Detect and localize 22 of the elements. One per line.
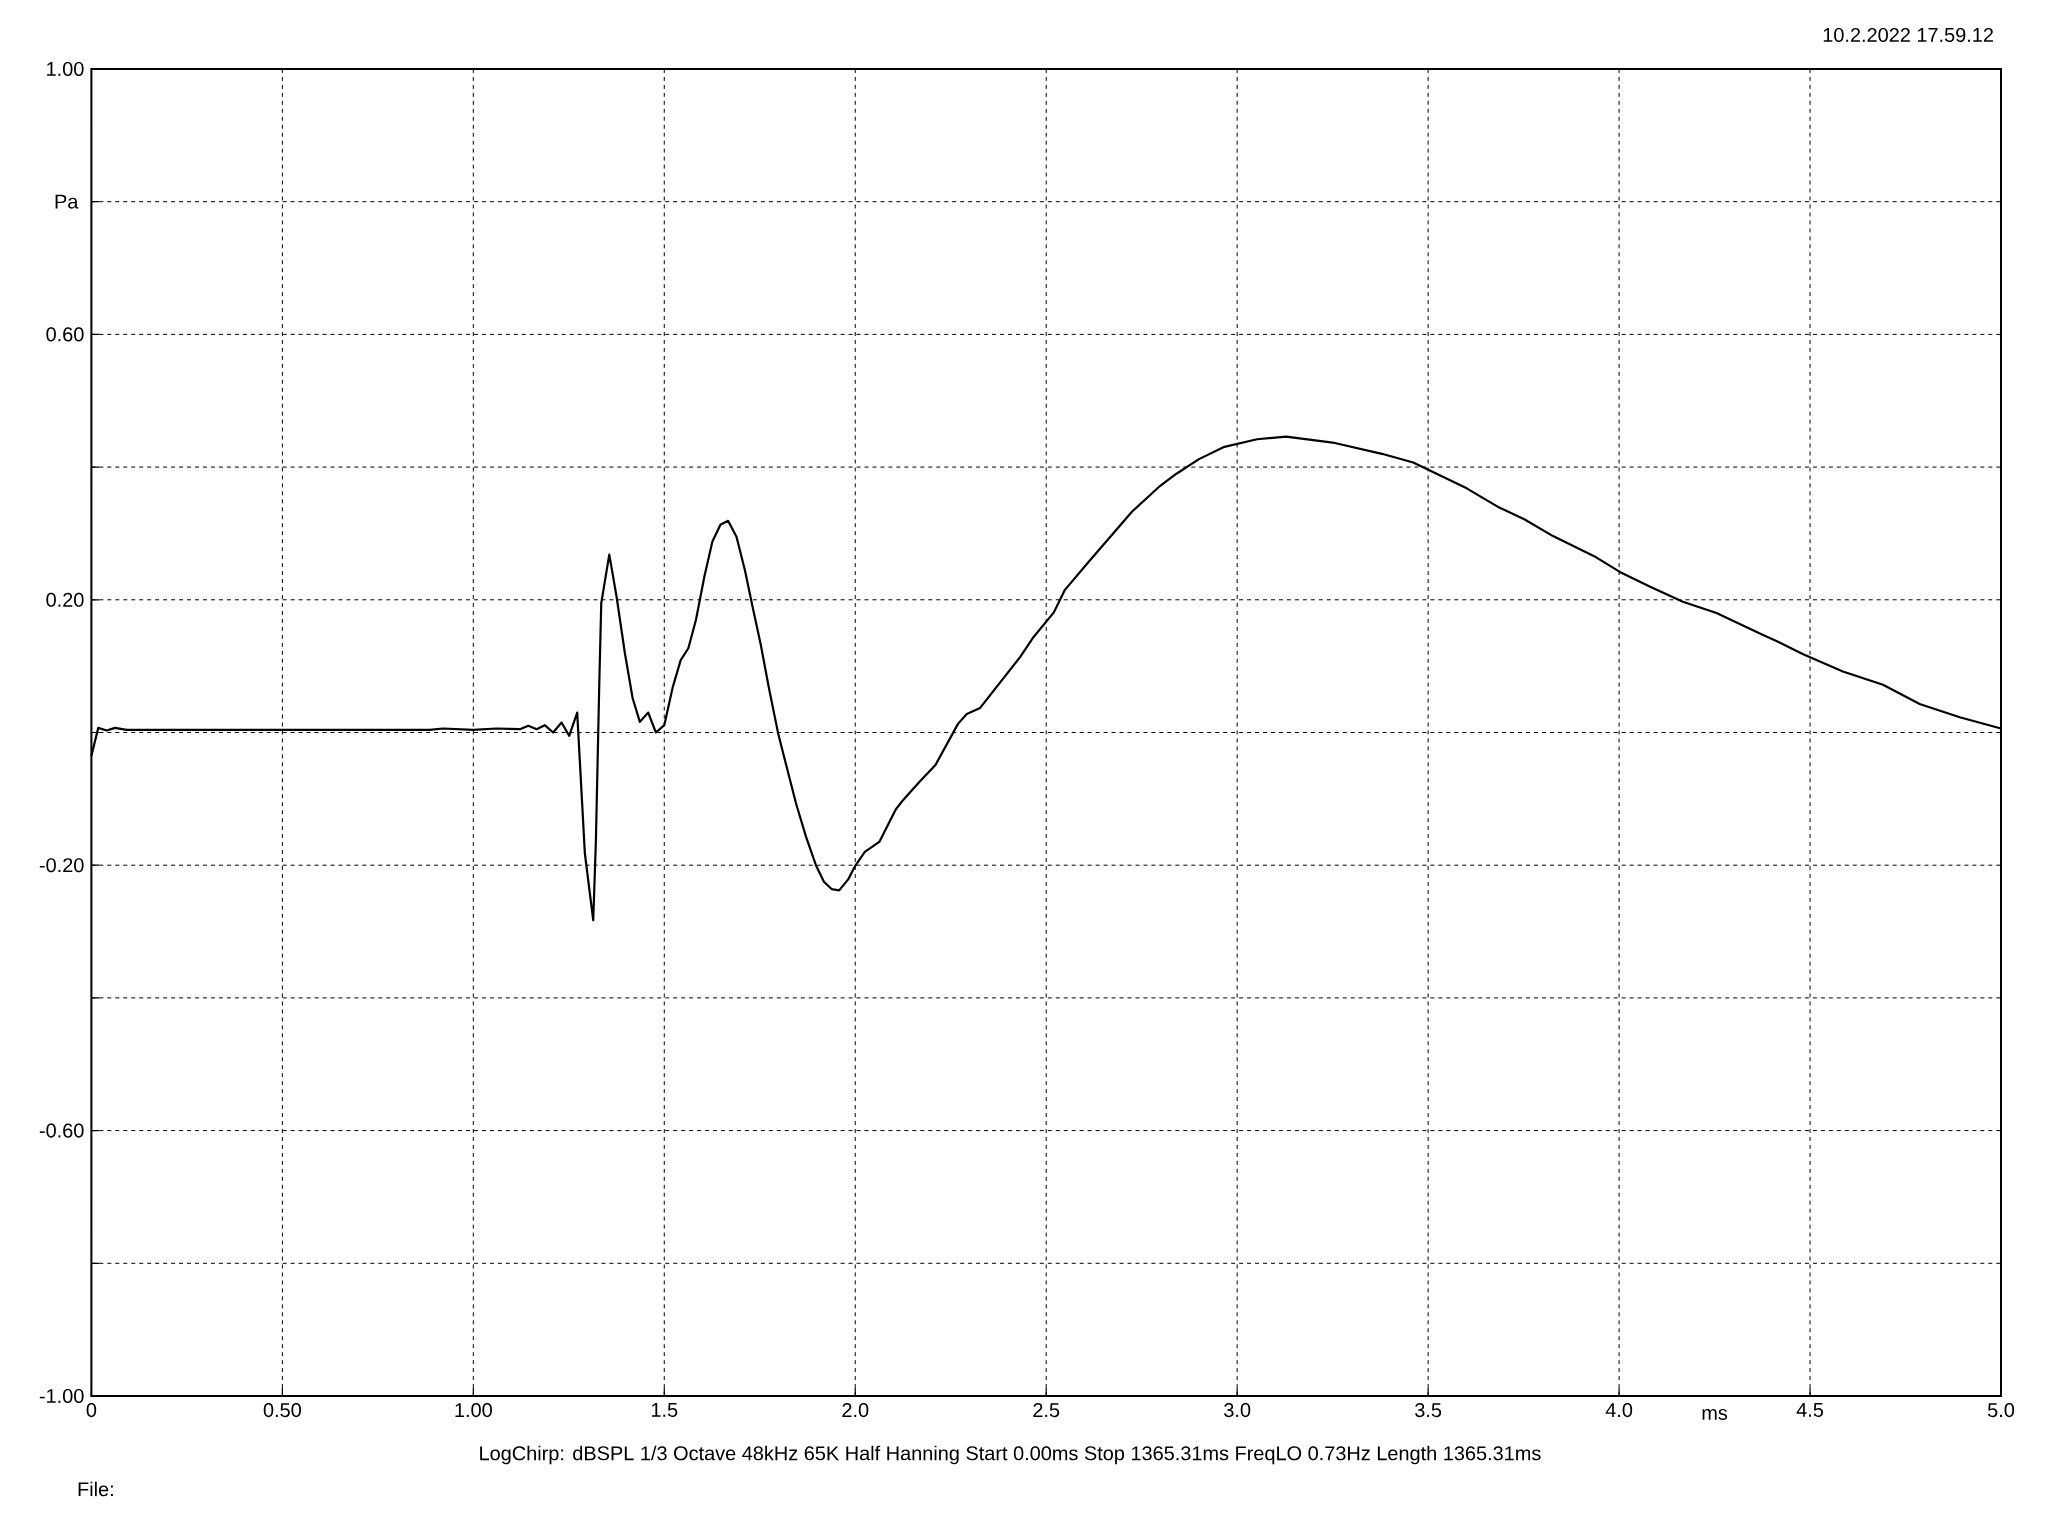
x-tick-label: 1.5: [651, 1403, 678, 1417]
x-axis-title: ms: [1702, 1409, 1728, 1420]
y-axis-title: Pa: [55, 194, 79, 209]
x-tick-label: 3.5: [1415, 1403, 1442, 1418]
x-tick-label: 4.5: [1796, 1403, 1824, 1417]
y-tick-label: -0.60: [39, 1123, 84, 1138]
y-tick-label: 0.20: [46, 592, 84, 607]
text: LogChirp: dBSPL 1/3 Octave 48kHz 65K Half Hanning Start 0.00ms Stop 1365.31ms FreqLO 0.73Hz Length 1365.31ms: [480, 1445, 1541, 1465]
y-tick-label: -0.20: [39, 858, 84, 873]
y-tick-label: -1.00: [39, 1388, 84, 1404]
x-tick-label: 3.0: [1224, 1403, 1251, 1418]
x-tick-label: 2.5: [1033, 1403, 1060, 1418]
text: File:: [78, 1481, 113, 1497]
y-tick-label: 1.00: [47, 61, 84, 77]
text: 10.2.2022 17.59.12: [1823, 27, 1993, 43]
y-tick-label: 0.60: [46, 327, 84, 342]
x-tick-label: 4.0: [1605, 1403, 1633, 1418]
x-tick-label: 5.0: [1987, 1403, 2015, 1418]
x-tick-label: 1.00: [455, 1403, 492, 1418]
x-tick-label: 0: [86, 1403, 97, 1418]
x-tick-label: 0.50: [263, 1403, 301, 1418]
x-tick-label: 2.0: [842, 1403, 869, 1418]
